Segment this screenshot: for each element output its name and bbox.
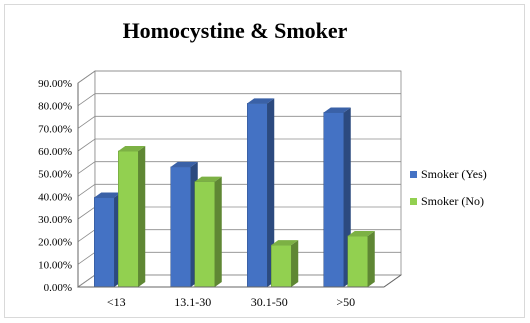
y-tick-label: 40.00% <box>38 191 72 203</box>
bar-top-yes-3 <box>323 107 351 113</box>
gridline <box>77 70 401 84</box>
y-tick-label: 80.00% <box>38 101 72 113</box>
legend-label-no: Smoker (No) <box>421 194 484 208</box>
bar-side-yes-2 <box>267 98 275 288</box>
x-tick-label: <13 <box>107 295 126 309</box>
legend-item-no: Smoker (No) <box>410 194 487 209</box>
bar-yes-2 <box>247 103 268 288</box>
bar-no-0 <box>118 150 139 288</box>
x-tick-label: 13.1-30 <box>174 295 211 309</box>
bar-top-no-2 <box>271 240 299 246</box>
y-tick-label: 20.00% <box>38 237 72 249</box>
bar-no-2 <box>271 244 292 288</box>
bar-yes-0 <box>94 197 115 288</box>
legend-swatch-no <box>410 198 417 205</box>
bar-side-no-1 <box>214 176 222 287</box>
legend-label-yes: Smoker (Yes) <box>421 167 487 181</box>
gridline <box>77 93 401 106</box>
gridline <box>77 183 401 197</box>
gridline <box>77 138 401 152</box>
y-tick-label: 70.00% <box>38 123 72 135</box>
bar-top-yes-1 <box>170 161 198 167</box>
bar-top-yes-2 <box>247 98 275 104</box>
legend-swatch-yes <box>410 171 417 178</box>
bar-side-no-3 <box>367 231 375 287</box>
gridline <box>77 115 401 129</box>
bar-top-no-1 <box>194 176 222 182</box>
bar-top-yes-0 <box>94 192 122 198</box>
y-tick-label: 30.00% <box>38 214 72 226</box>
bar-no-1 <box>194 181 215 288</box>
bar-top-no-3 <box>347 231 375 236</box>
y-tick-label: 0.00% <box>44 282 72 294</box>
bar-yes-3 <box>323 112 344 288</box>
floor-edge <box>383 274 402 288</box>
legend-item-yes: Smoker (Yes) <box>410 167 487 182</box>
y-tick-label: 10.00% <box>38 259 72 271</box>
bar-top-no-0 <box>118 146 146 151</box>
bar-yes-1 <box>170 166 191 288</box>
y-tick-label: 50.00% <box>38 169 72 181</box>
chart-title: Homocystine & Smoker <box>122 18 348 43</box>
x-tick-label: >50 <box>336 295 355 309</box>
legend: Smoker (Yes) Smoker (No) <box>410 167 487 221</box>
bar-side-no-2 <box>291 240 299 287</box>
y-tick-label: 90.00% <box>38 78 72 90</box>
gridline <box>77 161 401 174</box>
bar-no-3 <box>347 235 368 288</box>
x-tick-label: 30.1-50 <box>251 295 288 309</box>
y-tick-label: 60.00% <box>38 146 72 158</box>
bar-side-no-0 <box>138 146 146 287</box>
